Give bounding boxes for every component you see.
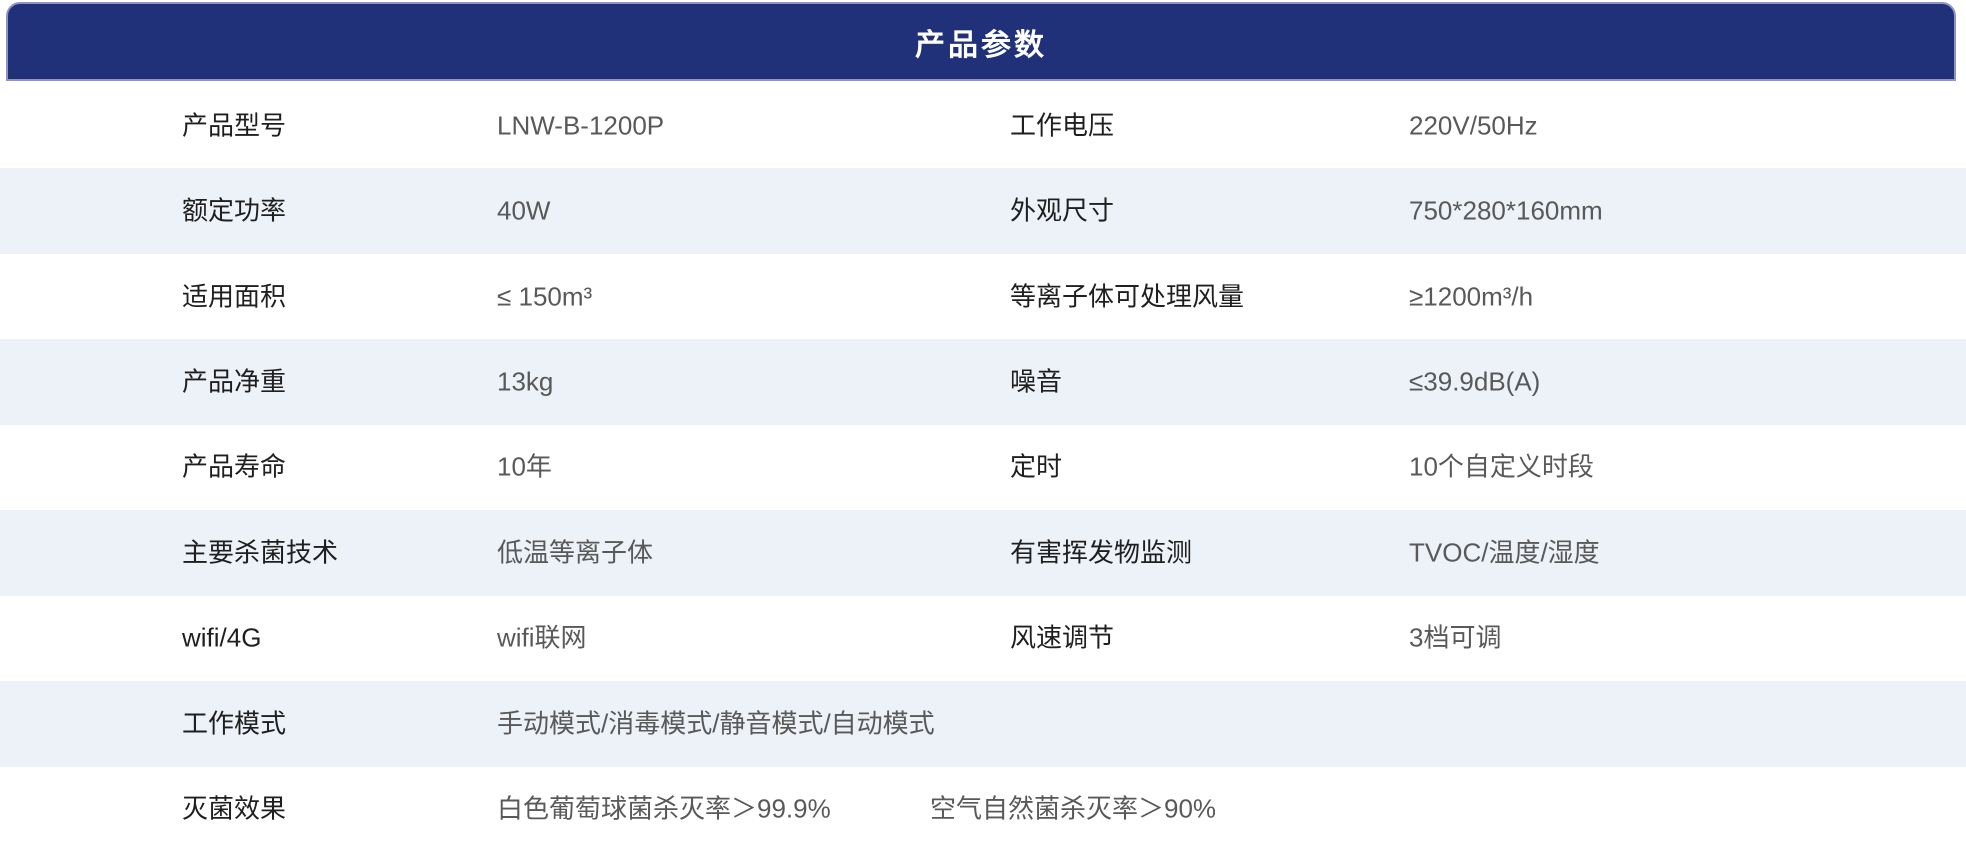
spec-value: ≤ 150m³ [497,281,593,311]
spec-label: 产品型号 [182,110,287,141]
spec-value: 750*280*160mm [1409,195,1603,226]
table-header-bar: 产品参数 [6,2,1956,81]
spec-label: 外观尺寸 [1010,195,1115,226]
spec-label: 产品净重 [182,366,287,397]
spec-label: 灭菌效果 [182,793,287,824]
spec-label: 定时 [1010,451,1063,482]
spec-label: 主要杀菌技术 [182,537,339,568]
table-row: 工作模式 手动模式/消毒模式/静音模式/自动模式 [0,681,1966,767]
spec-value: wifi联网 [497,622,587,653]
spec-label: 额定功率 [182,195,287,226]
table-row: 额定功率 40W 外观尺寸 750*280*160mm [0,168,1966,254]
spec-label: 风速调节 [1010,622,1115,653]
spec-value: 10个自定义时段 [1409,451,1594,482]
table-row: 产品寿命 10年 定时 10个自定义时段 [0,424,1966,511]
spec-value: 10年 [497,451,552,482]
spec-label: 噪音 [1010,366,1063,397]
spec-value: 手动模式/消毒模式/静音模式/自动模式 [497,708,935,739]
spec-value: ≤39.9dB(A) [1409,366,1541,397]
spec-value: 13kg [497,366,554,397]
table-row: 适用面积 ≤ 150m³ 等离子体可处理风量 ≥1200m³/h [0,253,1966,340]
spec-value: 3档可调 [1409,622,1502,653]
spec-label: 工作电压 [1010,110,1115,141]
spec-value: TVOC/温度/湿度 [1409,537,1600,568]
spec-value: 220V/50Hz [1409,110,1538,141]
spec-label: 产品寿命 [182,451,287,482]
spec-value: 40W [497,195,551,226]
spec-label: 工作模式 [182,708,287,739]
spec-label: 有害挥发物监测 [1010,537,1193,568]
spec-label: 等离子体可处理风量 [1010,281,1245,311]
table-row: 主要杀菌技术 低温等离子体 有害挥发物监测 TVOC/温度/湿度 [0,510,1966,596]
table-title: 产品参数 [915,28,1047,62]
table-row: 灭菌效果 白色葡萄球菌杀灭率＞99.9% 空气自然菌杀灭率＞90% [0,766,1966,852]
spec-label: wifi/4G [182,622,262,653]
spec-value: ≥1200m³/h [1409,281,1534,311]
spec-label: 适用面积 [182,281,287,311]
table-row: wifi/4G wifi联网 风速调节 3档可调 [0,595,1966,682]
spec-value: LNW-B-1200P [497,110,665,141]
table-row: 产品净重 13kg 噪音 ≤39.9dB(A) [0,339,1966,425]
table-row: 产品型号 LNW-B-1200P 工作电压 220V/50Hz [0,83,1966,169]
spec-value-secondary: 空气自然菌杀灭率＞90% [930,793,1217,824]
spec-rows: 产品型号 LNW-B-1200P 工作电压 220V/50Hz 额定功率 40W 外观尺寸 7… [0,83,1966,852]
spec-value: 低温等离子体 [497,537,654,568]
spec-value: 白色葡萄球菌杀灭率＞99.9% [497,793,831,824]
